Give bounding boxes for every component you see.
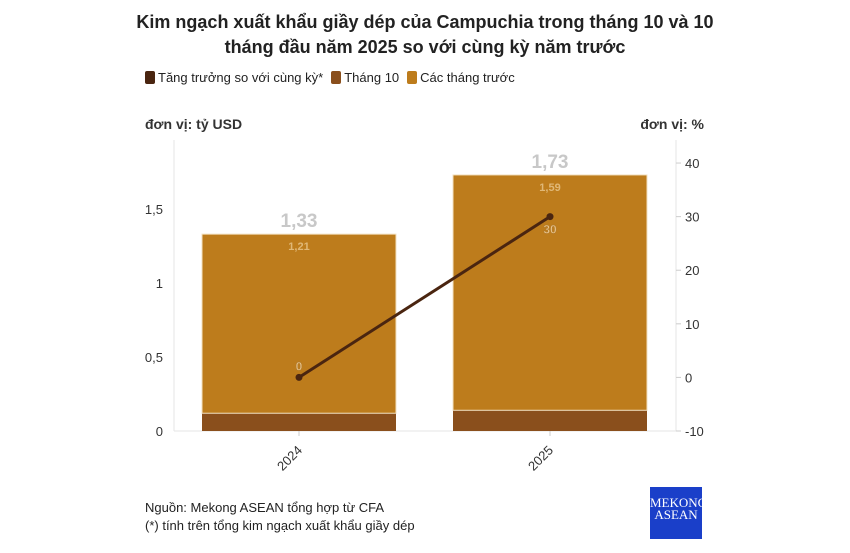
bar-total-label: 1,33 (281, 211, 318, 232)
legend-swatch (145, 71, 155, 84)
legend-label: Tăng trưởng so với cùng kỳ* (158, 70, 324, 85)
right-tick-label: 10 (685, 317, 699, 332)
legend: Tăng trưởng so với cùng kỳ* Tháng 10 Các… (145, 70, 515, 85)
title-line-1: Kim ngạch xuất khẩu giầy dép của Campuch… (136, 12, 714, 32)
left-tick-label: 1,5 (145, 202, 163, 217)
left-tick-label: 0,5 (145, 350, 163, 365)
x-tick-label: 2025 (525, 443, 556, 474)
legend-item-growth[interactable]: Tăng trưởng so với cùng kỳ* (145, 70, 323, 85)
bar-previous-months (201, 233, 397, 414)
bar-month10 (453, 410, 647, 431)
legend-label: Các tháng trước (420, 70, 515, 85)
legend-label: Tháng 10 (344, 70, 400, 85)
x-tick-label: 2024 (274, 443, 305, 474)
right-axis-unit: đơn vị: % (640, 116, 704, 132)
growth-value-label: 30 (543, 223, 557, 237)
chart-title: Kim ngạch xuất khẩu giầy dép của Campuch… (0, 10, 850, 60)
right-tick-label: 40 (685, 156, 699, 171)
growth-value-label: 0 (296, 359, 303, 373)
growth-point (295, 373, 303, 381)
growth-line (298, 215, 551, 379)
right-tick-label: 20 (685, 263, 699, 278)
left-tick-label: 0 (156, 424, 163, 439)
source-note: Nguồn: Mekong ASEAN tổng hợp từ CFA (145, 500, 385, 515)
legend-item-month10[interactable]: Tháng 10 (331, 70, 399, 85)
left-tick-label: 1 (156, 276, 163, 291)
bar-total-label: 1,73 (532, 152, 569, 173)
legend-item-previous-months[interactable]: Các tháng trước (407, 70, 515, 85)
footnote: (*) tính trên tổng kim ngạch xuất khẩu g… (145, 518, 415, 533)
right-tick-label: -10 (685, 424, 704, 439)
legend-swatch (331, 71, 342, 84)
right-tick-label: 30 (685, 210, 699, 225)
bar-month10 (202, 413, 396, 431)
right-tick-label: 0 (685, 370, 692, 385)
footer: Nguồn: Mekong ASEAN tổng hợp từ CFA (*) … (145, 499, 415, 535)
title-line-2: tháng đầu năm 2025 so với cùng kỳ năm tr… (224, 37, 626, 57)
bar-value-label: 1,21 (288, 241, 309, 253)
bar-previous-months (452, 174, 648, 411)
bar-value-label: 1,59 (539, 182, 560, 194)
legend-swatch (407, 71, 418, 84)
growth-point (546, 213, 554, 221)
left-axis-unit: đơn vị: tỷ USD (145, 116, 243, 132)
mekong-asean-logo: MEKONG ASEAN (650, 487, 707, 539)
